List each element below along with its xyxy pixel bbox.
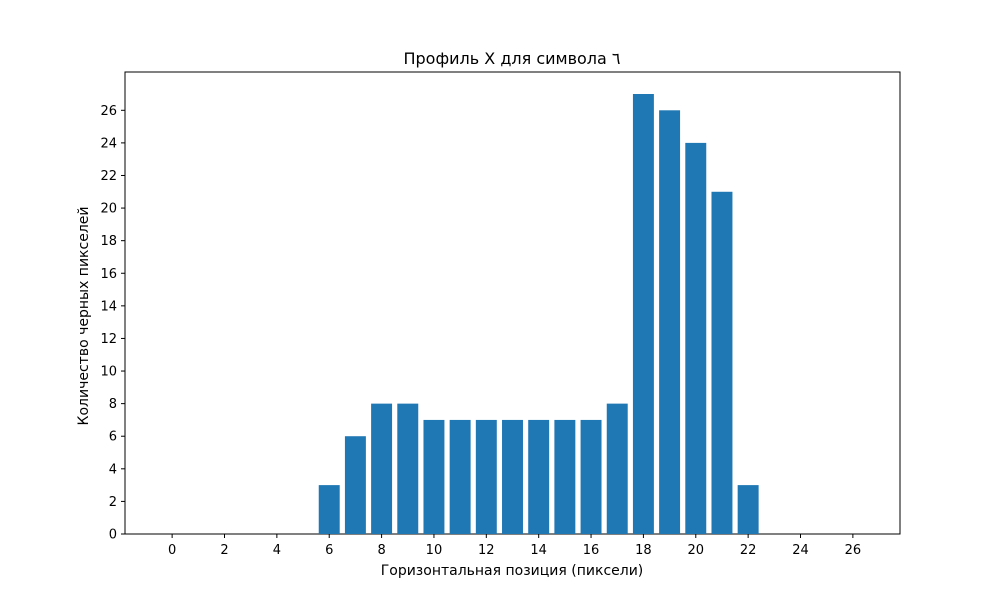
x-tick-label-12: 12 bbox=[478, 543, 495, 558]
x-tick-label-4: 4 bbox=[273, 543, 281, 558]
y-tick-label-24: 24 bbox=[100, 136, 117, 151]
bar-6 bbox=[318, 485, 340, 534]
y-tick-label-26: 26 bbox=[100, 104, 117, 119]
x-tick-label-10: 10 bbox=[426, 543, 443, 558]
y-tick-label-20: 20 bbox=[100, 202, 117, 217]
y-tick-label-6: 6 bbox=[109, 430, 117, 445]
x-tick-label-8: 8 bbox=[377, 543, 385, 558]
bar-11 bbox=[449, 419, 471, 534]
x-axis-label: Горизонтальная позиция (пиксели) bbox=[381, 563, 644, 579]
bar-7 bbox=[344, 436, 366, 534]
bar-13 bbox=[502, 419, 523, 534]
y-tick-label-4: 4 bbox=[109, 462, 117, 477]
y-tick-label-14: 14 bbox=[100, 299, 117, 314]
x-tick-label-2: 2 bbox=[220, 543, 228, 558]
x-tick-label-22: 22 bbox=[740, 543, 757, 558]
bar-20 bbox=[685, 142, 707, 534]
x-tick-label-20: 20 bbox=[688, 543, 705, 558]
bar-21 bbox=[711, 191, 733, 534]
x-tick-label-14: 14 bbox=[530, 543, 547, 558]
bar-22 bbox=[737, 485, 759, 534]
bar-16 bbox=[580, 419, 602, 534]
bar-10 bbox=[423, 419, 445, 534]
x-tick-label-6: 6 bbox=[325, 543, 333, 558]
y-tick-label-8: 8 bbox=[109, 397, 117, 412]
y-tick-label-18: 18 bbox=[100, 234, 117, 249]
bar-8 bbox=[371, 403, 393, 534]
bar-19 bbox=[659, 110, 681, 535]
x-tick-label-24: 24 bbox=[792, 543, 809, 558]
bar-12 bbox=[475, 419, 497, 534]
x-tick-label-26: 26 bbox=[845, 543, 862, 558]
y-tick-label-22: 22 bbox=[100, 169, 117, 184]
bar-14 bbox=[528, 419, 550, 534]
chart-title: Профиль X для символа ٦ bbox=[403, 49, 620, 68]
y-tick-label-2: 2 bbox=[109, 495, 117, 510]
y-tick-label-10: 10 bbox=[100, 365, 117, 380]
x-axis: 0 2 4 6 8 10 12 14 16 18 20 22 24 26 bbox=[168, 534, 861, 558]
x-tick-label-16: 16 bbox=[583, 543, 600, 558]
bar-9 bbox=[397, 403, 419, 534]
bar-18 bbox=[632, 94, 654, 534]
x-tick-label-18: 18 bbox=[635, 543, 652, 558]
y-tick-label-12: 12 bbox=[100, 332, 117, 347]
bar-15 bbox=[554, 419, 576, 534]
y-axis-label: Количество черных пикселей bbox=[76, 207, 92, 426]
y-tick-label-16: 16 bbox=[100, 267, 117, 282]
y-tick-label-0: 0 bbox=[109, 528, 117, 543]
x-tick-label-0: 0 bbox=[168, 543, 176, 558]
bars-group bbox=[318, 94, 759, 535]
bar-17 bbox=[606, 403, 628, 534]
